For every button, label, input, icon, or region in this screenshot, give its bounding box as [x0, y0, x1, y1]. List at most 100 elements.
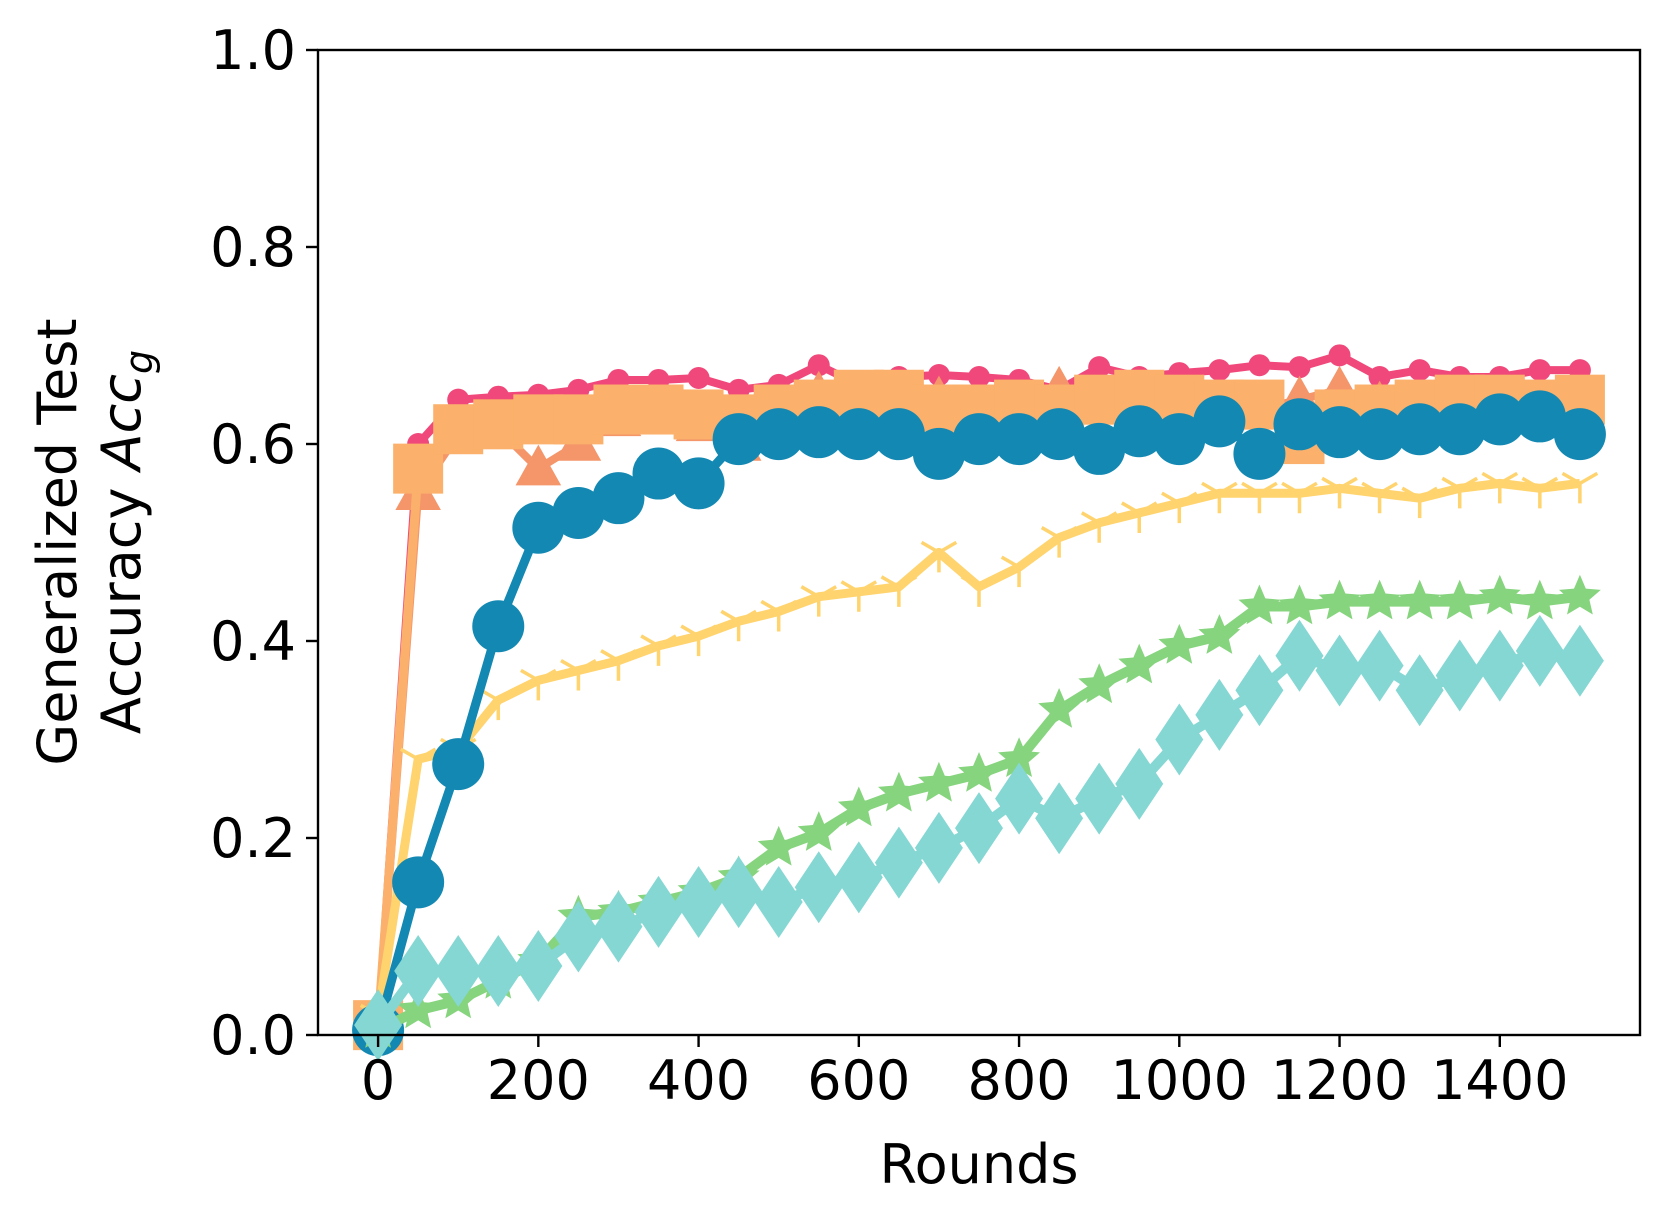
data-point — [1118, 643, 1161, 684]
data-point — [1528, 359, 1551, 382]
data-point — [592, 472, 645, 525]
data-point — [634, 875, 683, 948]
data-point — [960, 575, 998, 607]
data-point — [1235, 654, 1284, 727]
data-point — [1040, 526, 1078, 558]
data-point — [1075, 762, 1124, 835]
data-point — [1073, 422, 1126, 475]
x-tick-label: 600 — [807, 1049, 910, 1112]
data-point — [1398, 579, 1441, 620]
y-axis-title-prefix: Accuracy — [90, 470, 153, 734]
data-point — [1393, 403, 1446, 456]
data-point — [687, 367, 710, 390]
data-point — [1435, 639, 1484, 712]
data-point — [1233, 427, 1286, 480]
data-point — [757, 825, 800, 866]
data-point — [760, 599, 797, 632]
data-point — [1158, 623, 1201, 664]
series-series-4 — [359, 471, 1599, 1036]
data-point — [434, 934, 483, 1007]
y-tick-label: 0.2 — [210, 807, 296, 870]
data-point — [512, 501, 565, 554]
data-point — [1288, 356, 1311, 379]
data-point — [1438, 579, 1481, 620]
data-point — [640, 634, 677, 666]
data-point — [953, 413, 1005, 466]
x-tick-label: 0 — [361, 1049, 395, 1112]
data-point — [874, 826, 923, 899]
data-point — [1408, 359, 1431, 382]
data-point — [1238, 584, 1281, 625]
data-point — [1195, 678, 1244, 751]
data-point — [1401, 486, 1438, 519]
x-tick-label: 1200 — [1271, 1049, 1408, 1112]
data-point — [1035, 782, 1084, 855]
data-point — [1433, 403, 1486, 456]
data-point — [1088, 356, 1111, 379]
data-point — [1275, 619, 1324, 692]
data-point — [1555, 624, 1604, 697]
x-axis-title: Rounds — [880, 1133, 1079, 1196]
data-point — [1278, 584, 1321, 625]
y-tick-label: 0.6 — [210, 413, 296, 476]
data-point — [998, 737, 1040, 777]
x-tick-label: 200 — [487, 1049, 590, 1112]
data-point — [1515, 614, 1564, 687]
data-point — [918, 761, 960, 802]
data-point — [1328, 344, 1351, 367]
y-tick-label: 0.8 — [210, 216, 296, 279]
data-point — [1120, 501, 1158, 533]
data-point — [552, 486, 605, 539]
data-point — [927, 364, 950, 387]
data-point — [474, 934, 523, 1007]
data-point — [792, 406, 845, 459]
data-point — [1241, 481, 1278, 514]
plot-frame — [316, 48, 1642, 1037]
data-point — [560, 659, 597, 691]
data-point — [1153, 413, 1206, 466]
data-point — [397, 988, 440, 1029]
data-point — [399, 747, 437, 780]
y-tick-label: 0.4 — [210, 610, 296, 673]
data-point — [1561, 471, 1599, 504]
data-point — [1473, 393, 1526, 446]
data-point — [1313, 406, 1366, 459]
data-point — [720, 609, 757, 642]
data-point — [600, 649, 637, 681]
x-tick-label: 1400 — [1431, 1049, 1568, 1112]
data-point — [880, 575, 918, 607]
data-point — [1358, 579, 1401, 620]
data-point — [1513, 390, 1566, 443]
data-point — [1553, 408, 1606, 461]
data-point — [840, 580, 878, 612]
series-series-5 — [352, 390, 1606, 1057]
x-tick-label: 800 — [968, 1049, 1071, 1112]
data-point — [1441, 476, 1479, 509]
data-point — [837, 786, 880, 827]
data-point — [1281, 481, 1318, 514]
data-point — [920, 540, 958, 573]
x-tick-label: 400 — [647, 1049, 750, 1112]
y-axis-title-line-2: Accuracy Accg — [90, 350, 161, 734]
data-point — [1315, 634, 1364, 707]
data-point — [520, 668, 557, 701]
series-series-7 — [354, 614, 1604, 1062]
data-point — [878, 771, 920, 812]
y-axis-title-math: Acc — [90, 374, 153, 473]
data-point — [472, 600, 525, 653]
data-point — [995, 762, 1044, 835]
data-point — [958, 752, 1000, 792]
data-point — [1198, 614, 1241, 654]
data-point — [672, 457, 725, 510]
data-point — [800, 585, 838, 617]
data-point — [1321, 476, 1358, 509]
y-tick-label: 0.0 — [210, 1004, 296, 1067]
data-point — [1475, 629, 1524, 702]
y-axis-title-line-1: Generalized Test — [26, 318, 89, 765]
data-point — [1273, 398, 1326, 451]
data-point — [914, 811, 963, 884]
data-point — [1161, 491, 1198, 524]
data-point — [968, 366, 990, 389]
data-point — [1038, 688, 1080, 728]
